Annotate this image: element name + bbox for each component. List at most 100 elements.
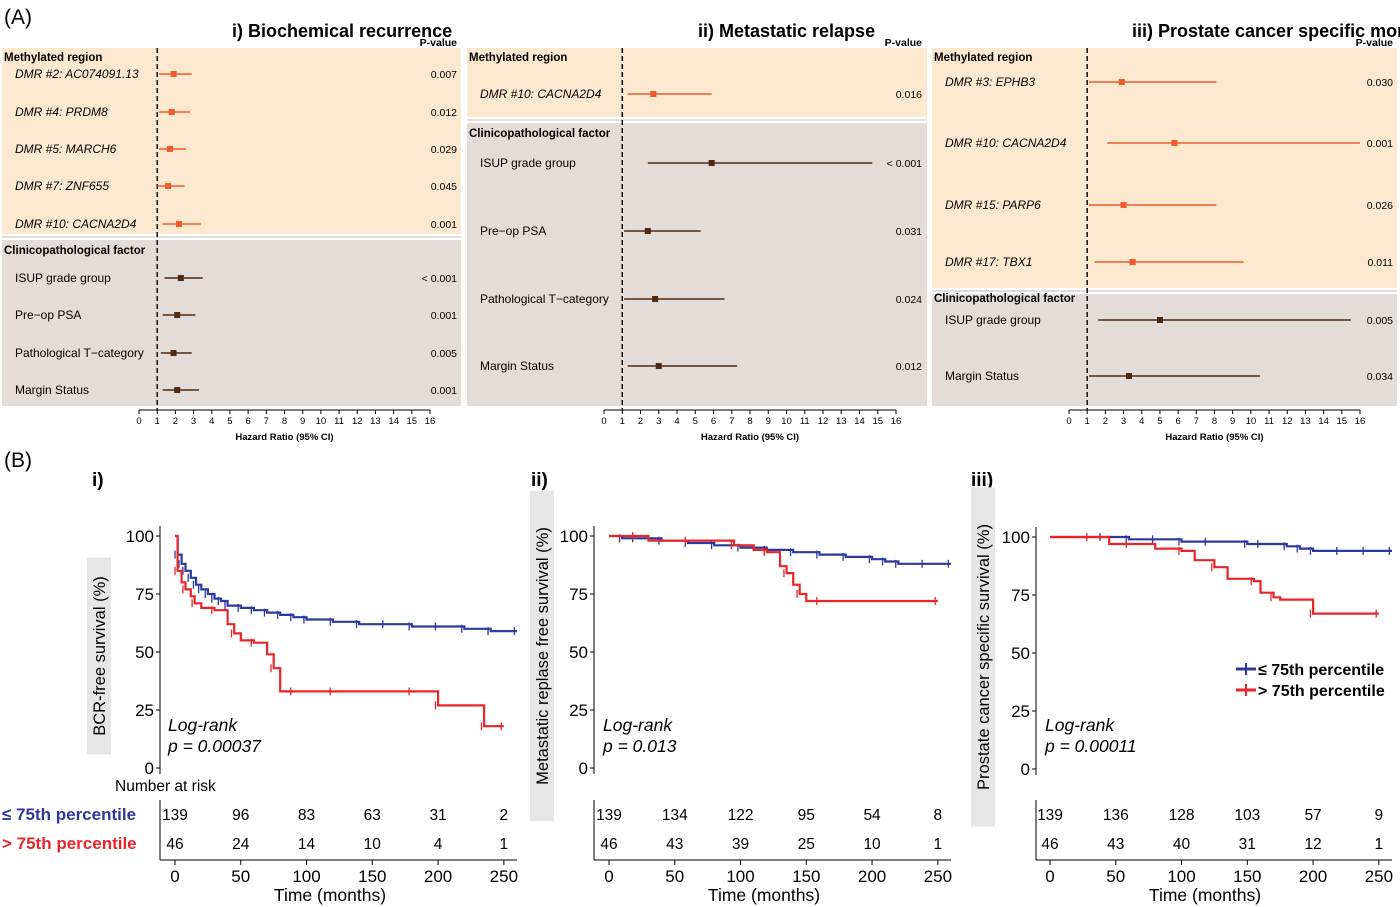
methylated-section-label: Methylated region <box>934 52 1032 64</box>
hazard-ratio-marker <box>174 387 181 393</box>
y-tick-label: 50 <box>569 643 588 662</box>
x-tick-label: 12 <box>352 416 363 427</box>
y-axis-title-bg <box>87 557 111 755</box>
clinical-factor-label: Pathological T−category <box>15 346 144 360</box>
x-axis-title: Time (months) <box>274 885 386 905</box>
x-tick-label: 3 <box>656 416 661 427</box>
pvalue-value: 0.026 <box>1367 200 1393 212</box>
x-axis-title: Hazard Ratio (95% CI) <box>1165 432 1263 443</box>
hazard-ratio-marker <box>1126 373 1133 379</box>
x-tick-label: 8 <box>1212 416 1217 427</box>
hazard-ratio-marker <box>170 350 177 356</box>
y-tick-label: 0 <box>579 759 588 778</box>
risk-count-low: 134 <box>662 807 688 824</box>
risk-count-low: 139 <box>162 807 188 824</box>
clinical-factor-label: Pre−op PSA <box>15 308 81 322</box>
risk-count-low: 139 <box>596 807 622 824</box>
methylated-region-label: DMR #5: MARCH6 <box>15 142 117 156</box>
y-axis-title-group: BCR-free survival (%) <box>87 557 111 755</box>
survival-curve-high <box>609 534 938 603</box>
y-axis-title-bg <box>971 487 995 827</box>
x-tick-label: 2 <box>638 416 643 427</box>
x-tick-label: 12 <box>1282 416 1293 427</box>
clinical-factor-label: Margin Status <box>480 359 554 373</box>
x-tick-label: 50 <box>665 867 684 886</box>
methylated-section-bg <box>2 48 461 234</box>
methylated-section-label: Methylated region <box>4 52 102 64</box>
logrank-pvalue: p = 0.00037 <box>167 736 262 756</box>
risk-count-high: 24 <box>232 836 250 853</box>
clinical-section-label: Clinicopathological factor <box>469 128 611 140</box>
risk-count-high: 40 <box>1173 836 1191 853</box>
x-tick-label: 100 <box>726 867 754 886</box>
x-tick-label: 9 <box>766 416 771 427</box>
methylated-region-label: DMR #2: AC074091.13 <box>15 67 139 81</box>
risk-table-title: Number at risk <box>115 778 216 795</box>
methylated-region-label: DMR #3: EPHB3 <box>945 75 1035 89</box>
x-tick-label: 4 <box>209 416 214 427</box>
x-tick-label: 1 <box>620 416 625 427</box>
clinical-factor-label: Pre−op PSA <box>480 224 546 238</box>
x-tick-label: 11 <box>800 416 810 427</box>
x-axis-title: Hazard Ratio (95% CI) <box>235 432 333 443</box>
risk-count-high: 1 <box>934 836 943 853</box>
x-tick-label: 0 <box>1045 867 1054 886</box>
x-tick-label: 6 <box>711 416 716 427</box>
x-tick-label: 50 <box>231 867 250 886</box>
hazard-ratio-marker <box>652 296 659 302</box>
x-tick-label: 7 <box>729 416 734 427</box>
pvalue-value: 0.012 <box>896 361 922 373</box>
methylated-section-bg <box>932 48 1397 288</box>
risk-count-high: 12 <box>1304 836 1321 853</box>
pvalue-value: 0.034 <box>1367 371 1393 383</box>
x-tick-label: 250 <box>490 867 518 886</box>
forest-plot-2: ii) Metastatic relapse P-value Methylated … <box>467 21 927 443</box>
pvalue-value: 0.001 <box>431 385 457 397</box>
y-axis-title-group: Prostate cancer specific survival (%) <box>971 487 995 827</box>
x-tick-label: 15 <box>872 416 883 427</box>
pvalue-value: 0.012 <box>431 107 457 119</box>
risk-count-low: 103 <box>1234 807 1260 824</box>
methylated-region-label: DMR #10: CACNA2D4 <box>945 136 1067 150</box>
pvalue-value: 0.016 <box>896 89 922 101</box>
x-tick-label: 9 <box>300 416 305 427</box>
risk-count-high: 14 <box>298 836 316 853</box>
survival-curve-high <box>1050 535 1379 615</box>
hazard-ratio-marker <box>1171 140 1178 146</box>
risk-count-high: 10 <box>863 836 881 853</box>
risk-count-low: 2 <box>500 807 509 824</box>
y-tick-label: 100 <box>1002 528 1030 547</box>
pvalue-value: 0.024 <box>896 294 922 306</box>
logrank-pvalue: p = 0.013 <box>602 736 677 756</box>
x-tick-label: 11 <box>334 416 344 427</box>
y-tick-label: 0 <box>145 759 154 778</box>
x-axis-title: Time (months) <box>1149 885 1261 905</box>
risk-count-high: 1 <box>1375 836 1384 853</box>
x-tick-label: 16 <box>425 416 436 427</box>
risk-count-low: 122 <box>728 807 754 824</box>
y-tick-label: 25 <box>135 701 154 720</box>
pvalue-value: 0.030 <box>1367 77 1393 89</box>
pvalue-value: 0.045 <box>431 181 457 193</box>
y-tick-label: 100 <box>126 527 154 546</box>
x-axis-title: Time (months) <box>708 885 820 905</box>
logrank-label: Log-rank <box>168 715 238 735</box>
x-tick-label: 250 <box>924 867 952 886</box>
risk-count-low: 83 <box>298 807 315 824</box>
km-plot-1: i)BCR-free survival (%)0255075100Log-ran… <box>2 470 518 905</box>
x-tick-label: 14 <box>1318 416 1329 427</box>
y-tick-label: 50 <box>135 643 154 662</box>
pvalue-value: 0.001 <box>1367 138 1393 150</box>
clinical-factor-label: Margin Status <box>945 369 1019 383</box>
x-tick-label: 150 <box>358 867 386 886</box>
x-tick-label: 200 <box>858 867 886 886</box>
x-tick-label: 7 <box>1194 416 1199 427</box>
risk-label-low: ≤ 75th percentile <box>2 805 136 824</box>
x-tick-label: 5 <box>1157 416 1162 427</box>
methylated-region-label: DMR #17: TBX1 <box>945 255 1032 269</box>
y-tick-label: 50 <box>1011 644 1030 663</box>
x-tick-label: 2 <box>173 416 178 427</box>
risk-count-high: 4 <box>434 836 443 853</box>
x-tick-label: 1 <box>1085 416 1090 427</box>
